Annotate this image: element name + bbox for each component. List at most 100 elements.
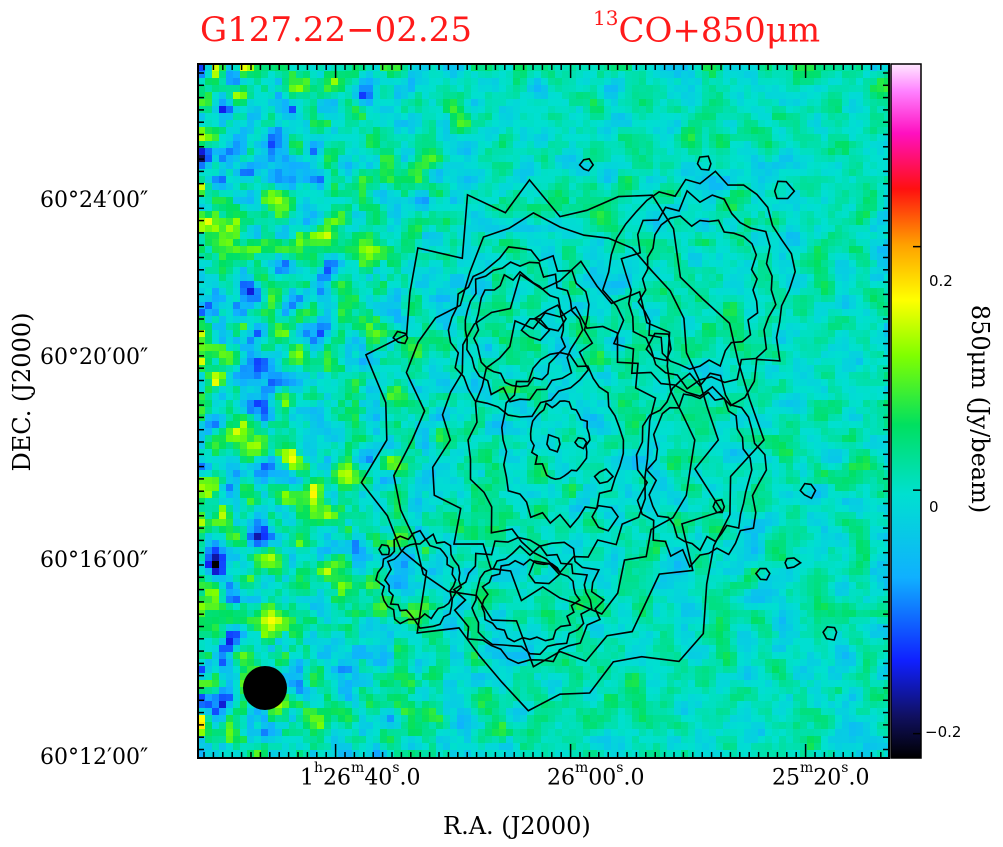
heatmap-cell [387, 162, 395, 170]
heatmap-cell [681, 78, 689, 86]
heatmap-cell [772, 85, 780, 93]
heatmap-cell [569, 344, 577, 352]
heatmap-cell [352, 274, 360, 282]
heatmap-cell [289, 260, 297, 268]
heatmap-cell [800, 239, 808, 247]
heatmap-cell [583, 106, 591, 114]
heatmap-cell [352, 141, 360, 149]
heatmap-cell [828, 218, 836, 226]
heatmap-cell [464, 169, 472, 177]
heatmap-cell [583, 162, 591, 170]
heatmap-cell [303, 113, 311, 121]
heatmap-cell [324, 148, 332, 156]
heatmap-cell [527, 176, 535, 184]
heatmap-cell [688, 288, 696, 296]
heatmap-cell [849, 99, 857, 107]
heatmap-cell [716, 190, 724, 198]
heatmap-cell [681, 288, 689, 296]
heatmap-cell [506, 71, 514, 79]
heatmap-cell [464, 393, 472, 401]
heatmap-cell [506, 309, 514, 317]
heatmap-cell [492, 85, 500, 93]
heatmap-cell [205, 148, 213, 156]
heatmap-cell [744, 253, 752, 261]
heatmap-cell [289, 386, 297, 394]
heatmap-cell [429, 211, 437, 219]
heatmap-cell [884, 274, 889, 282]
heatmap-cell [275, 148, 283, 156]
heatmap-cell [443, 78, 451, 86]
heatmap-cell [520, 162, 528, 170]
heatmap-cell [548, 92, 556, 100]
heatmap-cell [366, 351, 374, 359]
heatmap-cell [373, 78, 381, 86]
heatmap-cell [513, 267, 521, 275]
heatmap-cell [534, 169, 542, 177]
heatmap-cell [352, 386, 360, 394]
heatmap-cell [352, 358, 360, 366]
heatmap-cell [261, 281, 269, 289]
heatmap-cell [604, 288, 612, 296]
heatmap-cell [317, 372, 325, 380]
heatmap-cell [520, 232, 528, 240]
heatmap-cell [534, 316, 542, 324]
heatmap-cell [422, 78, 430, 86]
heatmap-cell [317, 176, 325, 184]
heatmap-cell [429, 267, 437, 275]
heatmap-cell [464, 414, 472, 422]
heatmap-cell [324, 337, 332, 345]
heatmap-cell [527, 92, 535, 100]
heatmap-cell [513, 183, 521, 191]
heatmap-cell [268, 120, 276, 128]
heatmap-cell [226, 78, 234, 86]
heatmap-cell [408, 64, 416, 72]
heatmap-cell [219, 281, 227, 289]
heatmap-cell [478, 106, 486, 114]
heatmap-cell [352, 400, 360, 408]
heatmap-cell [387, 309, 395, 317]
heatmap-cell [793, 211, 801, 219]
heatmap-cell [800, 323, 808, 331]
heatmap-cell [247, 260, 255, 268]
heatmap-cell [534, 155, 542, 163]
heatmap-cell [198, 281, 206, 289]
heatmap-cell [807, 344, 815, 352]
heatmap-cell [597, 134, 605, 142]
heatmap-cell [219, 351, 227, 359]
heatmap-cell [492, 337, 500, 345]
heatmap-cell [723, 365, 731, 373]
heatmap-cell [534, 141, 542, 149]
heatmap-cell [744, 393, 752, 401]
heatmap-cell [345, 330, 353, 338]
heatmap-cell [352, 190, 360, 198]
heatmap-cell [674, 113, 682, 121]
heatmap-cell [345, 337, 353, 345]
heatmap-cell [240, 407, 248, 415]
heatmap-cell [422, 64, 430, 72]
heatmap-cell [261, 120, 269, 128]
heatmap-cell [310, 281, 318, 289]
heatmap-cell [667, 225, 675, 233]
heatmap-cell [485, 141, 493, 149]
heatmap-cell [408, 197, 416, 205]
heatmap-cell [611, 323, 619, 331]
heatmap-cell [842, 204, 850, 212]
heatmap-cell [744, 218, 752, 226]
heatmap-cell [366, 155, 374, 163]
heatmap-cell [478, 323, 486, 331]
heatmap-cell [723, 267, 731, 275]
heatmap-cell [674, 351, 682, 359]
heatmap-cell [394, 71, 402, 79]
heatmap-cell [492, 183, 500, 191]
heatmap-cell [331, 274, 339, 282]
heatmap-cell [324, 85, 332, 93]
heatmap-cell [254, 183, 262, 191]
heatmap-cell [345, 64, 353, 72]
heatmap-cell [212, 64, 220, 72]
heatmap-cell [856, 323, 864, 331]
heatmap-cell [569, 337, 577, 345]
heatmap-cell [877, 337, 885, 345]
heatmap-cell [625, 295, 633, 303]
heatmap-cell [289, 316, 297, 324]
heatmap-cell [303, 323, 311, 331]
